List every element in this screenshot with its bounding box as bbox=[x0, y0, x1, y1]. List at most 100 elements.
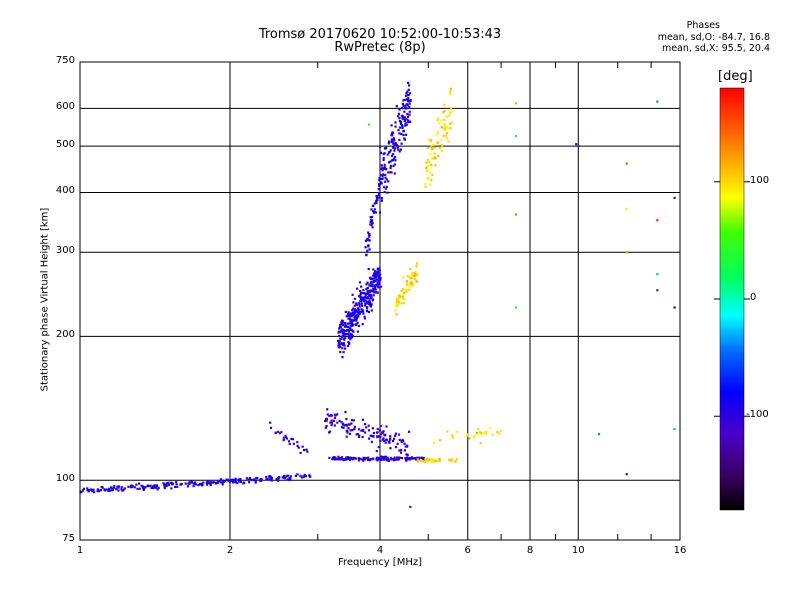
echo-point bbox=[432, 146, 435, 150]
echo-point bbox=[437, 117, 440, 120]
echo-point bbox=[405, 453, 408, 456]
echo-point bbox=[411, 274, 414, 277]
echo-point bbox=[345, 424, 349, 427]
echo-point bbox=[376, 278, 380, 281]
x-tick-label: 10 bbox=[571, 545, 585, 556]
echo-point bbox=[353, 319, 357, 322]
echo-point bbox=[393, 456, 396, 459]
echo-point bbox=[152, 486, 155, 490]
echo-point bbox=[426, 177, 429, 180]
echo-point bbox=[247, 478, 250, 481]
echo-point bbox=[170, 487, 173, 490]
echo-point bbox=[277, 476, 280, 479]
echo-point bbox=[365, 238, 368, 242]
colorbar-tick-label: 100 bbox=[750, 174, 770, 186]
echo-point bbox=[404, 445, 407, 448]
echo-point bbox=[515, 135, 518, 138]
echo-point bbox=[625, 207, 628, 210]
echo-point bbox=[113, 486, 116, 489]
echo-point bbox=[165, 482, 168, 485]
echo-point bbox=[387, 457, 390, 460]
echo-point bbox=[236, 482, 239, 485]
echo-point bbox=[162, 482, 165, 485]
echo-point bbox=[409, 505, 412, 508]
echo-point bbox=[394, 434, 397, 437]
echo-point bbox=[339, 456, 342, 460]
echo-point bbox=[209, 481, 213, 484]
echo-point bbox=[409, 458, 412, 461]
echo-point bbox=[338, 340, 341, 343]
echo-point bbox=[380, 285, 383, 288]
echo-point bbox=[375, 201, 378, 205]
echo-point bbox=[414, 278, 417, 281]
echo-point bbox=[368, 283, 371, 286]
echo-point bbox=[144, 486, 147, 489]
echo-point bbox=[269, 421, 272, 424]
echo-point bbox=[376, 431, 379, 434]
echo-point bbox=[325, 425, 328, 428]
echo-point bbox=[451, 436, 455, 439]
echo-point bbox=[420, 459, 423, 462]
echo-point bbox=[342, 426, 345, 429]
echo-point bbox=[398, 132, 401, 135]
echo-point bbox=[93, 491, 96, 494]
echo-point bbox=[396, 146, 399, 149]
echo-point bbox=[444, 135, 447, 138]
echo-point bbox=[370, 218, 373, 221]
echo-point bbox=[361, 458, 364, 461]
colorbar-tick-label: -100 bbox=[746, 409, 769, 421]
echo-point bbox=[370, 289, 373, 292]
echo-point bbox=[390, 171, 393, 174]
echo-point bbox=[402, 297, 405, 301]
echo-point bbox=[96, 489, 99, 493]
echo-point bbox=[225, 478, 228, 481]
echo-point bbox=[404, 457, 407, 460]
echo-point bbox=[349, 338, 352, 341]
echo-point bbox=[370, 440, 373, 443]
echo-point bbox=[356, 330, 359, 333]
echo-point bbox=[442, 128, 445, 131]
echo-point bbox=[408, 102, 411, 105]
echo-point bbox=[350, 333, 354, 336]
echo-point bbox=[343, 424, 346, 427]
echo-point bbox=[479, 431, 482, 434]
echo-point bbox=[303, 449, 306, 452]
echo-point bbox=[175, 480, 178, 484]
echo-point bbox=[408, 430, 411, 433]
echo-point bbox=[281, 476, 284, 479]
echo-point bbox=[424, 161, 428, 164]
echo-point bbox=[378, 280, 381, 283]
echo-point bbox=[374, 211, 378, 214]
echo-point bbox=[101, 486, 104, 489]
echo-point bbox=[377, 282, 380, 285]
echo-point bbox=[376, 459, 379, 462]
echo-point bbox=[422, 458, 425, 461]
echo-point bbox=[351, 318, 354, 321]
echo-point bbox=[348, 335, 352, 338]
echo-point bbox=[379, 151, 383, 154]
echo-point bbox=[381, 173, 384, 176]
echo-point bbox=[450, 434, 454, 437]
echo-point bbox=[399, 456, 402, 459]
echo-point bbox=[368, 235, 371, 238]
echo-point bbox=[219, 481, 222, 484]
echo-point bbox=[369, 305, 372, 308]
echo-point bbox=[368, 294, 371, 297]
echo-point bbox=[449, 459, 452, 462]
echo-point bbox=[366, 458, 370, 461]
echo-point bbox=[374, 284, 377, 287]
echo-point bbox=[367, 238, 370, 241]
echo-point bbox=[174, 485, 177, 489]
x-tick-label: 2 bbox=[226, 545, 234, 556]
echo-point bbox=[347, 336, 350, 339]
echo-point bbox=[443, 110, 446, 113]
echo-point bbox=[407, 289, 410, 292]
echo-point bbox=[154, 486, 157, 489]
echo-point bbox=[392, 164, 395, 168]
echo-point bbox=[308, 474, 311, 477]
echo-point bbox=[232, 479, 235, 482]
echo-point bbox=[397, 433, 401, 436]
echo-point bbox=[384, 173, 387, 176]
echo-point bbox=[219, 478, 223, 481]
echo-point bbox=[426, 457, 429, 460]
